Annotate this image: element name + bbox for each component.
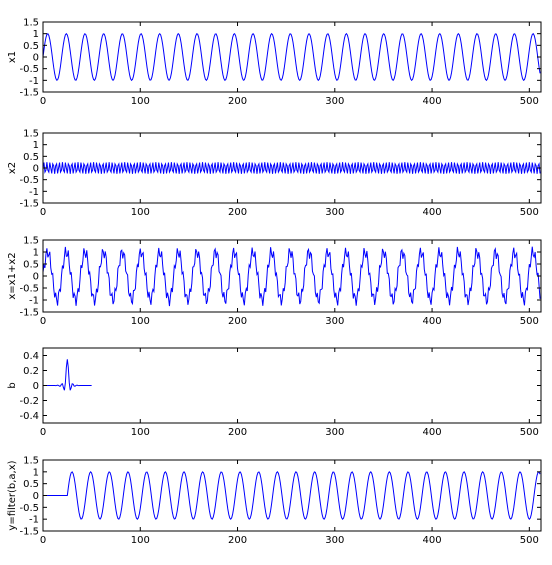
x-tick-label: 200: [228, 535, 247, 546]
series-line-1: [42, 32, 541, 82]
x-tick-label: 200: [228, 427, 247, 438]
y-tick-label: 1.5: [23, 129, 39, 140]
y-tick-label: -1.5: [19, 88, 39, 99]
plot-frame: [42, 459, 542, 532]
x-tick-label: 200: [228, 316, 247, 327]
y-tick-label: -0.2: [19, 396, 39, 407]
y-axis-label: b: [7, 382, 18, 388]
y-axis-label: x1: [7, 51, 18, 63]
y-axis-label: x2: [7, 162, 18, 174]
y-tick-label: -1: [29, 296, 39, 307]
x-tick-label: 100: [131, 535, 150, 546]
x-tick-label: 300: [325, 535, 344, 546]
x-tick-label: 500: [520, 207, 539, 218]
x-tick-label: 400: [423, 207, 442, 218]
series-line-1: [42, 246, 541, 307]
series-line-1: [42, 162, 541, 174]
y-tick-label: 1.5: [23, 18, 39, 29]
y-tick-label: 1: [33, 29, 39, 40]
x-tick-label: 400: [423, 96, 442, 107]
y-tick-label: 0: [33, 53, 39, 64]
x-tick-label: 100: [131, 316, 150, 327]
x-tick-label: 300: [325, 96, 344, 107]
x-tick-label: 500: [520, 427, 539, 438]
x-tick-label: 200: [228, 96, 247, 107]
y-tick-label: -0.5: [19, 64, 39, 75]
y-tick-label: -1.5: [19, 527, 39, 538]
y-tick-label: -1: [29, 187, 39, 198]
y-tick-label: -1: [29, 76, 39, 87]
x-tick-label: 400: [423, 316, 442, 327]
y-tick-label: 0: [33, 272, 39, 283]
y-tick-label: 1: [33, 467, 39, 478]
x-tick-label: 300: [325, 427, 344, 438]
y-tick-label: 1: [33, 248, 39, 259]
x-tick-label: 500: [520, 316, 539, 327]
subplot-5: 0 100 200 300 400 5001.510.50-0.5-1-1.5y=filt…: [7, 456, 542, 546]
series-line-1: [43, 471, 541, 520]
x-tick-label: 0: [40, 427, 46, 438]
subplot-4: 0 100 200 300 400 500 0.4 0.2 0 -0.2 -0.4 b: [7, 347, 542, 438]
x-tick-label: 100: [131, 96, 150, 107]
x-tick-label: 100: [131, 427, 150, 438]
series-line-1: [43, 359, 92, 391]
y-tick-label: -1: [29, 515, 39, 526]
y-tick-label: 0: [33, 491, 39, 502]
x-tick-label: 500: [520, 535, 539, 546]
plot-frame: [42, 347, 542, 424]
x-tick-label: 200: [228, 207, 247, 218]
y-tick-label: -0.5: [19, 284, 39, 295]
y-tick-label: 1.5: [23, 236, 39, 247]
y-axis-label: x=x1+x2: [7, 252, 18, 299]
y-tick-label: 0.5: [23, 152, 39, 163]
subplot-3: 0 100 200 300 400 5001.510.50-0.5-1-1.5x=x1+x…: [7, 236, 542, 327]
x-tick-label: 400: [423, 535, 442, 546]
y-tick-label: 0.2: [23, 366, 39, 377]
y-tick-label: 0.5: [23, 41, 39, 52]
x-tick-label: 300: [325, 207, 344, 218]
y-axis-label: y=filter(b,a,x): [7, 460, 18, 530]
y-tick-label: 0.5: [23, 479, 39, 490]
x-tick-label: 0: [40, 96, 46, 107]
x-tick-label: 0: [40, 535, 46, 546]
y-tick-label: -0.5: [19, 503, 39, 514]
y-tick-label: 1: [33, 140, 39, 151]
x-tick-label: 300: [325, 316, 344, 327]
y-tick-label: -0.5: [19, 175, 39, 186]
y-tick-label: -1.5: [19, 308, 39, 319]
x-tick-label: 500: [520, 96, 539, 107]
y-tick-label: -1.5: [19, 199, 39, 210]
x-tick-label: 100: [131, 207, 150, 218]
y-tick-label: 0: [33, 381, 39, 392]
y-tick-label: 0: [33, 164, 39, 175]
y-tick-label: 0.5: [23, 260, 39, 271]
y-tick-label: 1.5: [23, 456, 39, 467]
y-tick-label: 0.4: [23, 351, 39, 362]
y-tick-label: -0.4: [19, 411, 39, 422]
x-tick-label: 400: [423, 427, 442, 438]
x-tick-label: 0: [40, 207, 46, 218]
x-tick-label: 0: [40, 316, 46, 327]
